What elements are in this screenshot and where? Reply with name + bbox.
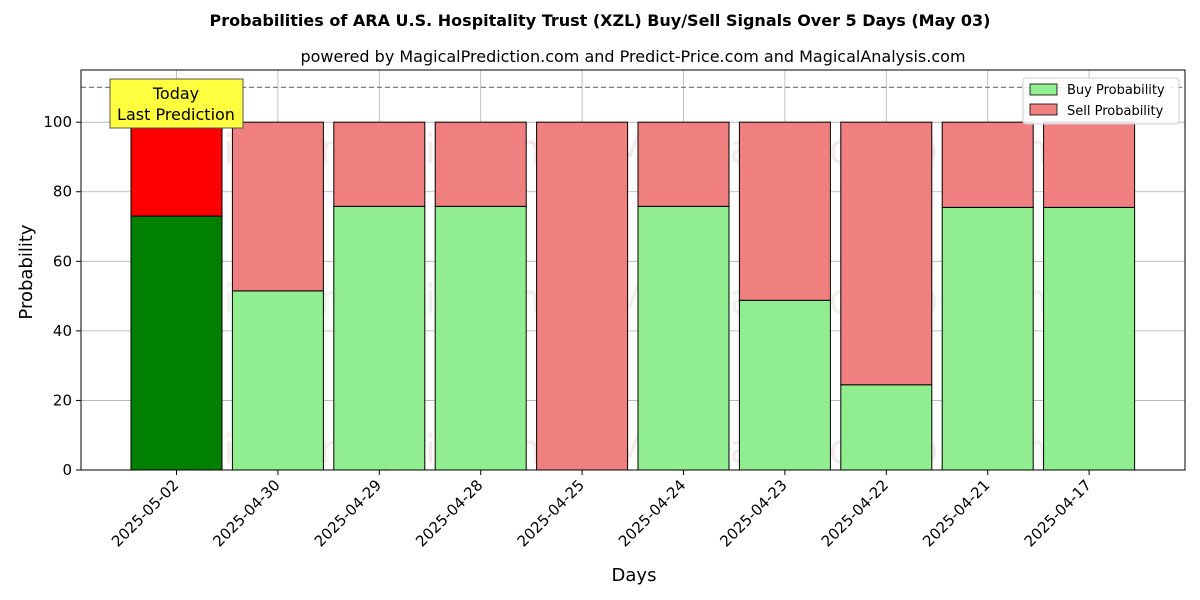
y-tick-label: 20 — [53, 391, 72, 409]
x-tick-label: 2025-04-29 — [311, 476, 385, 550]
bar-sell-2025-04-25 — [536, 121, 629, 471]
x-tick-label: 2025-04-24 — [615, 476, 689, 550]
x-tick-label: 2025-04-23 — [716, 476, 790, 550]
legend-box — [1022, 77, 1180, 125]
chart-subtitle: powered by MagicalPrediction.com and Pre… — [300, 47, 965, 66]
bar-buy-2025-04-30 — [231, 290, 324, 471]
y-tick-label: 40 — [53, 322, 72, 340]
y-tick-label: 0 — [62, 461, 72, 479]
bar-buy-2025-04-24 — [637, 205, 730, 471]
bar-buy-2025-04-17 — [1043, 206, 1136, 471]
bar-sell-2025-04-17 — [1043, 121, 1136, 208]
bar-sell-2025-05-02 — [130, 121, 223, 217]
annotation-line-1: Today — [152, 84, 199, 103]
y-tick-label: 100 — [43, 113, 72, 131]
chart-title: Probabilities of ARA U.S. Hospitality Tr… — [210, 11, 991, 30]
x-tick-label: 2025-04-30 — [209, 476, 283, 550]
y-axis: 0 20 40 60 80 100 — [43, 113, 81, 479]
x-tick-label: 2025-04-21 — [919, 476, 993, 550]
legend-swatch-sell — [1029, 103, 1058, 116]
bar-buy-2025-04-28 — [434, 205, 527, 471]
legend-label-sell: Sell Probability — [1067, 104, 1164, 119]
bar-buy-2025-04-23 — [738, 299, 831, 471]
bar-buy-2025-04-22 — [840, 384, 933, 471]
legend-label-buy: Buy Probability — [1067, 83, 1165, 98]
bar-sell-2025-04-23 — [738, 121, 831, 301]
bar-buy-2025-04-21 — [941, 206, 1034, 471]
x-axis-label: Days — [612, 565, 657, 586]
x-tick-label: 2025-05-02 — [108, 476, 182, 550]
today-annotation: Today Last Prediction — [109, 78, 244, 129]
bar-sell-2025-04-30 — [231, 121, 324, 292]
x-tick-label: 2025-04-28 — [412, 476, 486, 550]
bar-sell-2025-04-29 — [333, 121, 426, 207]
bar-sell-2025-04-24 — [637, 121, 730, 207]
plot-frame — [80, 69, 1186, 471]
bars-layer — [130, 121, 1136, 471]
y-tick-label: 60 — [53, 252, 72, 270]
bar-sell-2025-04-28 — [434, 121, 527, 207]
bar-buy-2025-04-29 — [333, 205, 426, 471]
annotation-box — [109, 78, 244, 129]
x-tick-label: 2025-04-17 — [1021, 476, 1095, 550]
bar-sell-2025-04-22 — [840, 121, 933, 386]
y-axis-label: Probability — [16, 224, 37, 319]
annotation-line-2: Last Prediction — [117, 105, 235, 124]
bar-sell-2025-04-21 — [941, 121, 1034, 208]
legend-swatch-buy — [1029, 83, 1058, 96]
legend: Buy Probability Sell Probability — [1022, 77, 1180, 125]
y-tick-label: 80 — [53, 183, 72, 201]
bar-buy-2025-05-02 — [130, 215, 223, 471]
x-axis: 2025-05-02 2025-04-30 2025-04-29 2025-04-28… — [108, 470, 1095, 550]
x-tick-label: 2025-04-22 — [818, 476, 892, 550]
x-tick-label: 2025-04-25 — [514, 476, 588, 550]
